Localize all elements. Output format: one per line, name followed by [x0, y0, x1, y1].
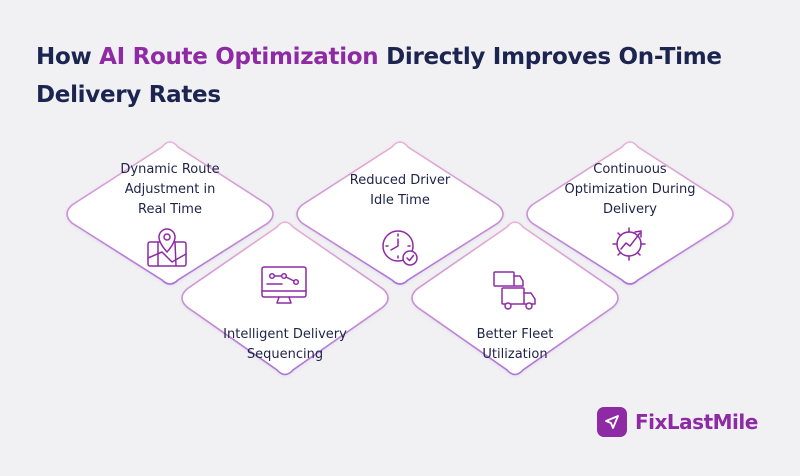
card-intelligent-sequencing — [181, 221, 389, 376]
card-label-reduced-idle: Reduced Driver Idle Time — [325, 171, 475, 211]
card-label-line: Real Time — [138, 202, 202, 217]
card-label-line: Sequencing — [246, 347, 324, 362]
card-label-line: Dynamic Route — [120, 162, 220, 177]
card-label-dynamic-route: Dynamic Route Adjustment in Real Time — [95, 160, 245, 220]
card-label-line: Idle Time — [370, 193, 430, 208]
gear-growth-icon — [612, 227, 646, 261]
title-suffix: Directly Improves On-Time Delivery Rates — [36, 44, 722, 108]
brand-logo: FixLastMile — [597, 405, 758, 439]
title-prefix: How — [36, 44, 100, 70]
card-reduced-idle — [296, 141, 504, 285]
card-label-line: Utilization — [482, 347, 548, 362]
trucks-icon — [493, 271, 536, 310]
card-label-line: Adjustment in — [124, 182, 216, 197]
card-label-line: Optimization During — [564, 182, 696, 197]
monitor-workflow-icon — [261, 266, 307, 304]
card-continuous-optimization — [526, 141, 734, 285]
card-label-line: Reduced Driver — [349, 173, 451, 188]
send-arrow-icon — [597, 407, 627, 437]
card-label-fleet-utilization: Better Fleet Utilization — [440, 325, 590, 365]
clock-check-icon — [382, 230, 418, 266]
title-accent: AI Route Optimization — [99, 44, 379, 70]
map-pin-icon — [147, 228, 187, 267]
card-label-line: Intelligent Delivery — [223, 327, 347, 342]
card-label-line: Continuous — [593, 162, 667, 177]
page-title: How AI Route Optimization Directly Impro… — [36, 38, 756, 114]
card-label-line: Better Fleet — [476, 327, 554, 342]
card-label-line: Delivery — [603, 202, 657, 217]
card-dynamic-route — [66, 141, 274, 285]
card-label-intelligent-sequencing: Intelligent Delivery Sequencing — [200, 325, 370, 365]
card-label-continuous-optimization: Continuous Optimization During Delivery — [545, 160, 715, 220]
brand-name: FixLastMile — [635, 410, 758, 434]
